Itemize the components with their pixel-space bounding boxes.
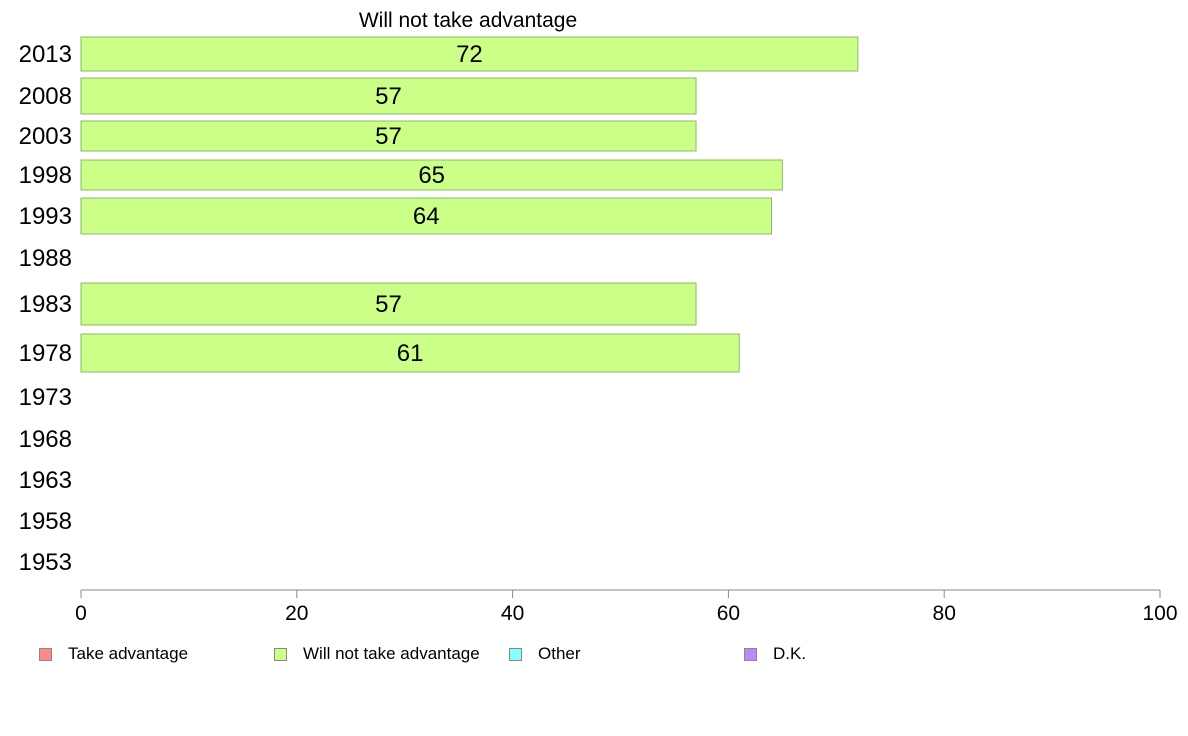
bar-1993 — [80, 197, 773, 235]
legend-item-take-advantage: Take advantage — [39, 642, 188, 666]
chart-title: Will not take advantage — [359, 9, 577, 32]
y-tick-label-2013: 2013 — [19, 41, 72, 68]
legend-item-other: Other — [509, 642, 581, 666]
y-tick-label-1988: 1988 — [19, 245, 72, 272]
bar-1998 — [80, 159, 783, 191]
y-tick-label-2008: 2008 — [19, 83, 72, 110]
data-label-2013: 72 — [456, 41, 483, 68]
x-tick-label-60: 60 — [717, 602, 740, 625]
data-label-1983: 57 — [375, 291, 402, 318]
legend-label: D.K. — [773, 644, 807, 663]
bar-1978 — [80, 333, 740, 373]
bar-2008 — [80, 77, 697, 115]
legend: Take advantage Will not take advantage O… — [0, 642, 1188, 666]
data-label-2003: 57 — [375, 123, 402, 150]
data-label-1998: 65 — [418, 162, 445, 189]
legend-label: Take advantage — [68, 644, 189, 663]
data-label-1993: 64 — [413, 203, 440, 230]
legend-swatch-other — [509, 647, 522, 661]
y-tick-label-1953: 1953 — [19, 549, 72, 576]
x-tick-label-20: 20 — [285, 602, 308, 625]
y-tick-label-1963: 1963 — [19, 467, 72, 494]
bar-2013 — [80, 36, 859, 72]
y-tick-labels: 2013 2008 2003 1998 1993 1988 1983 1978 1973 1968… — [19, 41, 72, 576]
y-tick-label-1993: 1993 — [19, 203, 72, 230]
bar-2003 — [80, 120, 697, 152]
x-tick-label-40: 40 — [501, 602, 524, 625]
bar-chart: Will not take advantage 72 57 57 65 64 57 61 2… — [19, 9, 1178, 625]
x-tick-label-80: 80 — [933, 602, 956, 625]
y-tick-label-1998: 1998 — [19, 162, 72, 189]
y-tick-label-1978: 1978 — [19, 340, 72, 367]
legend-item-dk: D.K. — [744, 642, 806, 666]
data-label-2008: 57 — [375, 83, 402, 110]
bar-1983 — [80, 282, 697, 326]
y-tick-label-1958: 1958 — [19, 508, 72, 535]
y-tick-label-2003: 2003 — [19, 123, 72, 150]
x-tick-label-100: 100 — [1142, 602, 1177, 625]
legend-item-will-not-take-advantage: Will not take advantage — [274, 642, 480, 666]
y-tick-label-1983: 1983 — [19, 291, 72, 318]
legend-label: Will not take advantage — [303, 644, 480, 663]
legend-swatch-will-not-take-advantage — [274, 647, 287, 661]
x-axis: 0 20 40 60 80 100 — [75, 589, 1178, 625]
legend-swatch-take-advantage — [39, 647, 52, 661]
bars-layer: 72 57 57 65 64 57 61 — [80, 36, 859, 373]
data-label-1978: 61 — [397, 340, 424, 367]
legend-label: Other — [538, 644, 581, 663]
y-tick-label-1968: 1968 — [19, 426, 72, 453]
x-tick-label-0: 0 — [75, 602, 87, 625]
y-tick-label-1973: 1973 — [19, 384, 72, 411]
legend-swatch-dk — [744, 647, 757, 661]
